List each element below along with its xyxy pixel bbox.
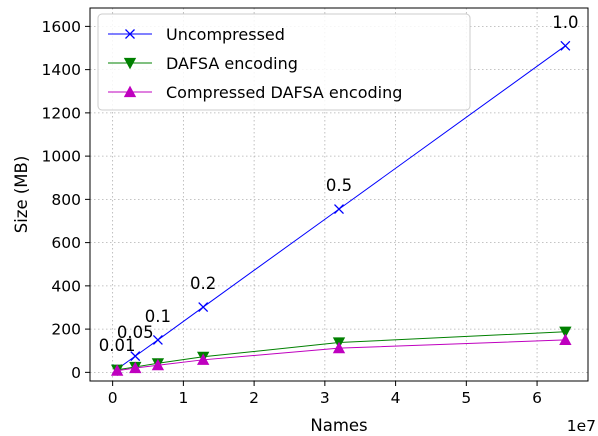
- legend-marker: [123, 85, 137, 98]
- y-tick-label: 1600: [42, 18, 81, 36]
- data-point: [559, 333, 572, 345]
- data-point: [559, 326, 572, 339]
- legend-label: DAFSA encoding: [166, 54, 298, 73]
- y-tick-label: 1000: [42, 148, 81, 166]
- legend-label: Uncompressed: [166, 25, 285, 44]
- data-point: [197, 353, 210, 365]
- data-point: [334, 204, 344, 215]
- data-point: [332, 341, 346, 354]
- y-tick-label: 400: [51, 277, 81, 295]
- point-annotation: 0.1: [145, 307, 171, 326]
- data-point: [129, 361, 142, 374]
- x-axis: 0 1 2 3 4 5 6: [108, 381, 542, 407]
- y-tick-label: 600: [51, 234, 81, 252]
- legend-label: Compressed DAFSA encoding: [166, 83, 402, 102]
- legend: Uncompressed DAFSA encoding Compressed DAF…: [97, 13, 471, 111]
- legend-item: Uncompressed: [108, 25, 285, 44]
- y-tick-label: 800: [51, 191, 81, 209]
- x-tick-label: 4: [391, 389, 401, 407]
- legend-box: [97, 13, 471, 111]
- x-tick-label: 6: [532, 389, 542, 407]
- x-axis-label: Names: [310, 416, 367, 435]
- point-annotation: 0.05: [117, 323, 154, 342]
- series-layer: [110, 40, 572, 377]
- y-axis-label: Size (MB): [12, 156, 31, 234]
- data-point: [130, 351, 141, 362]
- y-tick-label: 1400: [42, 61, 81, 79]
- data-point: [560, 40, 571, 51]
- x-tick-label: 0: [108, 389, 118, 407]
- legend-marker: [123, 57, 137, 70]
- plot-frame: [89, 7, 589, 382]
- legend-marker: [125, 29, 135, 39]
- data-point: [198, 302, 209, 313]
- legend-item: DAFSA encoding: [108, 54, 298, 73]
- point-annotation: 0.2: [190, 274, 216, 293]
- data-point: [110, 364, 124, 376]
- point-annotation: 0.01: [99, 336, 136, 355]
- annotation-layer: 0.010.050.1 0.2 0.5 1.0: [99, 13, 579, 355]
- y-tick-label: 1200: [42, 104, 81, 122]
- point-annotation: 0.5: [326, 176, 352, 195]
- y-tick-label: 0: [71, 364, 81, 382]
- legend-item: Compressed DAFSA encoding: [108, 83, 402, 102]
- data-point: [151, 358, 165, 371]
- series-2: [110, 333, 572, 376]
- data-point: [152, 334, 163, 345]
- x-tick-label: 5: [461, 389, 471, 407]
- y-axis: 0 200 400 600 800 1000 1200 1400 1600: [42, 18, 90, 382]
- point-annotation: 1.0: [552, 13, 578, 32]
- x-axis-multiplier: 1e7: [567, 417, 596, 435]
- x-tick-label: 3: [320, 389, 330, 407]
- x-tick-label: 1: [178, 389, 188, 407]
- x-tick-label: 2: [249, 389, 259, 407]
- y-tick-label: 200: [51, 321, 81, 339]
